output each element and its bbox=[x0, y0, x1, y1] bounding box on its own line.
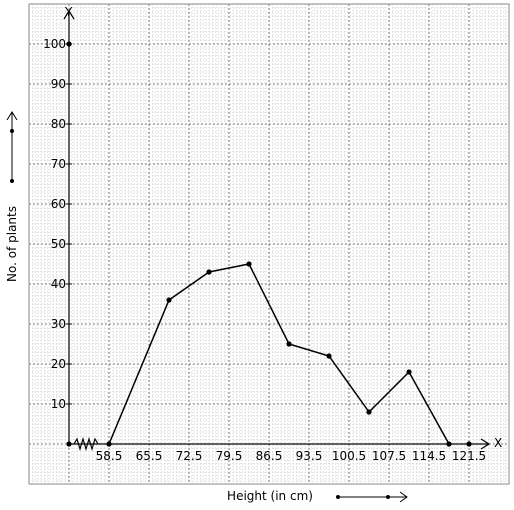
x-tick-label: 121.5 bbox=[452, 449, 486, 463]
x-axis-arrowhead bbox=[480, 438, 491, 450]
y-tick-label: 20 bbox=[51, 357, 66, 371]
data-point bbox=[366, 409, 372, 415]
y-tick-label: 100 bbox=[43, 37, 66, 51]
x-axis-letter: X bbox=[494, 436, 502, 450]
y-direction-arrow-icon bbox=[6, 111, 18, 183]
y-tick-label: 50 bbox=[51, 237, 66, 251]
x-tick-label: 100.5 bbox=[332, 449, 366, 463]
x-tick-label: 107.5 bbox=[372, 449, 406, 463]
data-point bbox=[166, 297, 172, 303]
data-point bbox=[406, 369, 412, 375]
data-point bbox=[286, 341, 292, 347]
y-axis-arrowhead bbox=[63, 9, 75, 20]
y-axis-top-point bbox=[66, 41, 72, 47]
series-layer bbox=[66, 41, 472, 447]
x-tick-label: 93.5 bbox=[296, 449, 323, 463]
data-point bbox=[446, 441, 452, 447]
data-point bbox=[326, 353, 332, 359]
x-axis-title: Height (in cm) bbox=[227, 489, 313, 503]
data-point bbox=[206, 269, 212, 275]
y-tick-label: 70 bbox=[51, 157, 66, 171]
y-tick-label: 30 bbox=[51, 317, 66, 331]
x-tick-label: 58.5 bbox=[96, 449, 123, 463]
data-point bbox=[246, 261, 252, 267]
x-tick-label: 86.5 bbox=[256, 449, 283, 463]
y-tick-label: 10 bbox=[51, 397, 66, 411]
x-tick-label: 72.5 bbox=[176, 449, 203, 463]
y-axis-letter: Y bbox=[64, 5, 73, 19]
y-tick-label: 40 bbox=[51, 277, 66, 291]
origin-point bbox=[66, 441, 72, 447]
data-point bbox=[106, 441, 112, 447]
x-direction-arrow-icon bbox=[336, 491, 408, 503]
series-line bbox=[108, 263, 450, 445]
major-grid bbox=[28, 3, 510, 485]
y-tick-label: 60 bbox=[51, 197, 66, 211]
data-point bbox=[466, 441, 472, 447]
y-axis-title: No. of plants bbox=[5, 206, 19, 282]
x-tick-label: 65.5 bbox=[136, 449, 163, 463]
x-tick-label: 79.5 bbox=[216, 449, 243, 463]
x-tick-label: 114.5 bbox=[412, 449, 446, 463]
y-tick-label: 80 bbox=[51, 117, 66, 131]
x-axis-break-zigzag bbox=[73, 436, 99, 452]
y-tick-label: 90 bbox=[51, 77, 66, 91]
tick-labels: 10 20 30 40 50 60 70 80 90 100 58.5 65.5 72.5 79.5 86.… bbox=[43, 37, 486, 463]
